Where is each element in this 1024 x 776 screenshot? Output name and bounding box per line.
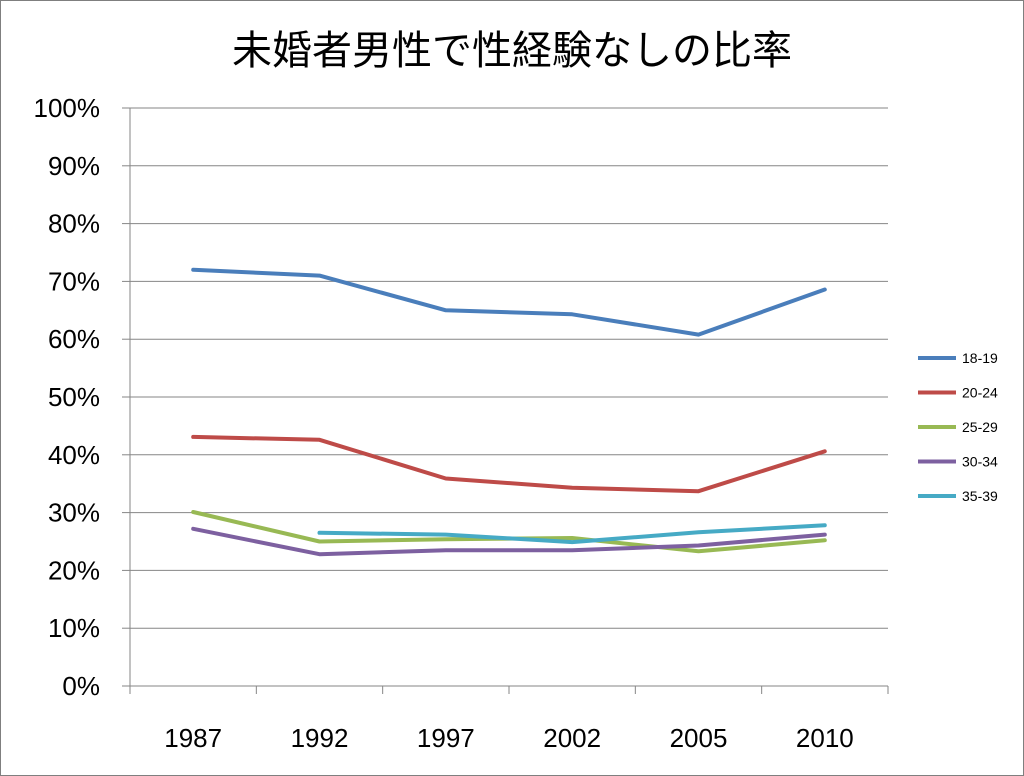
legend-label: 30-34 (962, 454, 998, 470)
series-line-30-34 (191, 526, 827, 557)
y-tick-label: 70% (48, 266, 100, 296)
y-tick-label: 20% (48, 555, 100, 585)
legend-label: 25-29 (962, 419, 998, 435)
x-tick-label: 2010 (796, 723, 854, 753)
legend-label: 18-19 (962, 350, 998, 366)
y-tick-label: 60% (48, 324, 100, 354)
legend-label: 35-39 (962, 488, 998, 504)
y-tick-label: 10% (48, 613, 100, 643)
x-tick-label: 1987 (164, 723, 222, 753)
axes: 0% 10% 20% 30% 40% 50% 60% 70% 80% 90% 100% 1987 199… (34, 93, 889, 753)
x-tick-label: 1997 (417, 723, 475, 753)
y-tick-label: 40% (48, 440, 100, 470)
series-line-18-19 (191, 267, 827, 337)
y-tick-label: 0% (62, 671, 100, 701)
series-lines (191, 267, 827, 557)
legend: 18-19 20-24 25-29 30-34 35-39 (918, 350, 998, 504)
y-tick-label: 90% (48, 151, 100, 181)
y-tick-label: 30% (48, 498, 100, 528)
x-tick-label: 2005 (670, 723, 728, 753)
y-tick-label: 80% (48, 209, 100, 239)
legend-label: 20-24 (962, 385, 998, 401)
chart-title: 未婚者男性で性経験なしの比率 (232, 28, 792, 74)
series-line-20-24 (191, 434, 827, 494)
y-tick-label: 100% (34, 93, 101, 123)
x-tick-label: 2002 (543, 723, 601, 753)
y-tick-label: 50% (48, 382, 100, 412)
x-tick-label: 1992 (291, 723, 349, 753)
gridlines (130, 107, 888, 629)
series-line-35-39 (317, 523, 827, 545)
